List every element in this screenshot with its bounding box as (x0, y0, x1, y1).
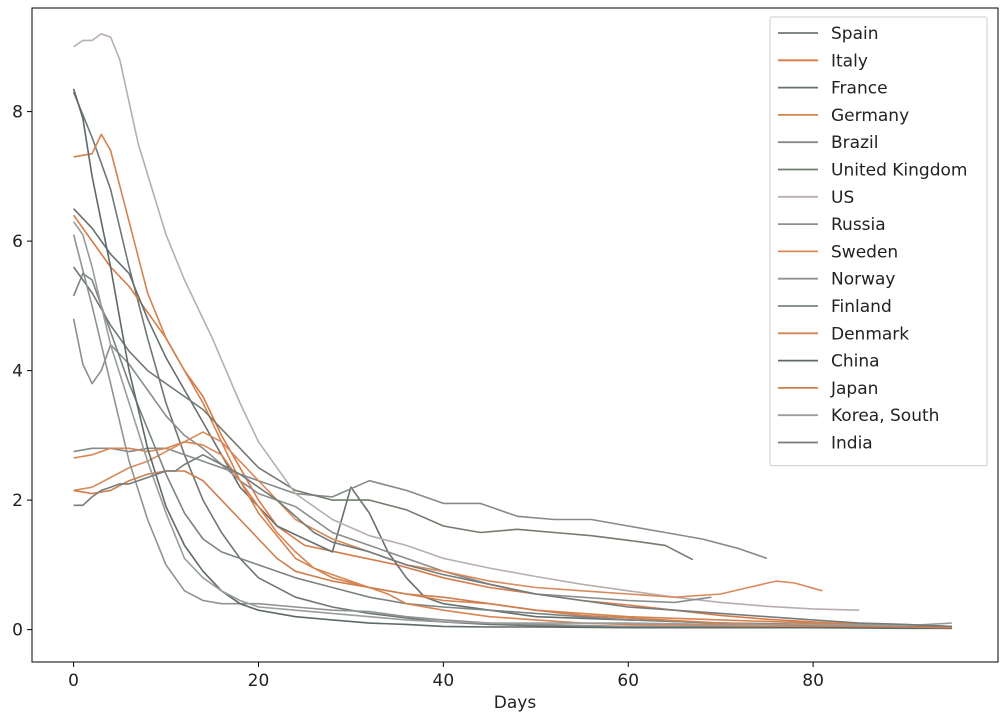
legend: Spain Italy France Germany Brazil United King… (769, 16, 988, 467)
plot-frame (31, 7, 999, 663)
legend-label: Norway (831, 270, 896, 290)
series-line-3 (73, 133, 952, 628)
series-line-10 (72, 272, 952, 628)
legend-label: Germany (831, 106, 909, 126)
y-tick-label: 8 (12, 103, 23, 123)
y-axis-ticks: 0 2 4 6 8 (12, 103, 32, 641)
legend-label: Korea, South (831, 406, 939, 426)
legend-label: Brazil (831, 133, 878, 153)
legend-label: Sweden (831, 242, 898, 262)
series-line-8 (73, 431, 823, 598)
series-line-11 (73, 441, 952, 630)
x-tick-label: 20 (248, 671, 270, 691)
legend-label: India (831, 434, 873, 454)
x-axis-ticks: 0 20 40 60 80 (68, 662, 824, 691)
series-line-9 (72, 234, 860, 629)
legend-label: Russia (831, 215, 886, 235)
x-axis-label: Days (494, 693, 537, 713)
series-line-14 (72, 221, 952, 627)
legend-label: Denmark (831, 324, 909, 344)
legend-label: Spain (831, 24, 879, 44)
series-line-12 (72, 88, 952, 630)
y-tick-label: 4 (12, 362, 23, 382)
legend-label: United Kingdom (831, 161, 967, 181)
series-line-1 (72, 214, 952, 628)
series-line-15 (73, 454, 952, 628)
x-tick-label: 60 (617, 671, 639, 691)
legend-label: US (831, 188, 854, 208)
series-line-5 (72, 266, 694, 561)
legend-label: China (831, 352, 880, 372)
legend-label: Japan (830, 379, 878, 399)
series-lines (72, 33, 952, 630)
x-tick-label: 80 (802, 671, 824, 691)
y-tick-label: 0 (12, 621, 23, 641)
y-tick-label: 2 (12, 491, 23, 511)
legend-box (769, 16, 988, 467)
series-line-13 (73, 470, 952, 629)
x-tick-label: 40 (433, 671, 455, 691)
legend-label: Finland (831, 297, 892, 317)
legend-label: France (831, 79, 888, 99)
legend-label: Italy (831, 51, 868, 71)
series-line-2 (73, 208, 952, 628)
y-tick-label: 6 (12, 232, 23, 252)
x-tick-label: 0 (68, 671, 79, 691)
